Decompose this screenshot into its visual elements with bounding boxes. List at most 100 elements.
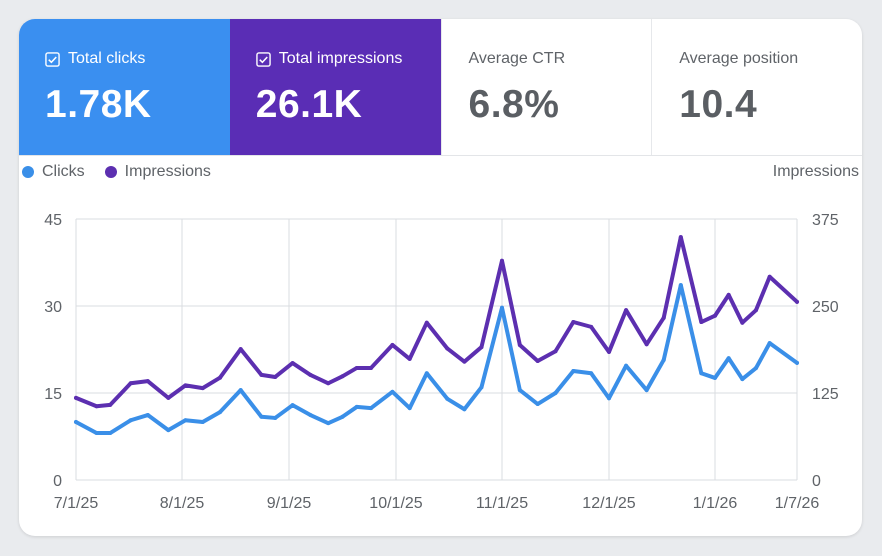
data-point-impressions (767, 274, 772, 279)
data-point-clicks (166, 428, 171, 433)
legend-label: Clicks (42, 163, 85, 180)
right-axis-title: Impressions (772, 163, 859, 180)
performance-card: Total clicks 1.78K Total impressions 26.… (19, 19, 862, 536)
data-point-impressions (74, 395, 78, 400)
data-point-impressions (795, 299, 799, 304)
checkbox-checked-icon[interactable] (45, 51, 60, 67)
data-point-clicks (94, 431, 99, 436)
x-tick-label: 11/1/25 (476, 495, 528, 512)
tile-total-impressions[interactable]: Total impressions 26.1K (229, 19, 441, 155)
data-point-clicks (607, 396, 611, 401)
y-right-tick-label: 375 (812, 212, 839, 229)
data-point-impressions (424, 320, 429, 325)
data-point-clicks (462, 407, 467, 412)
data-point-impressions (713, 313, 717, 318)
tile-average-position[interactable]: Average position 10.4 (651, 19, 862, 155)
data-point-clicks (795, 360, 799, 365)
x-tick-label: 8/1/25 (160, 495, 205, 512)
x-tick-label: 9/1/25 (267, 495, 312, 512)
legend-clicks[interactable]: Clicks (22, 163, 85, 181)
y-left-tick-label: 45 (44, 212, 62, 229)
series-line-impressions (74, 235, 799, 409)
data-point-impressions (200, 386, 205, 391)
clicks-dot-icon (22, 166, 34, 178)
data-point-impressions (678, 235, 683, 240)
data-point-clicks (390, 389, 395, 394)
data-point-clicks (308, 413, 313, 418)
data-point-clicks (500, 305, 504, 310)
data-point-clicks (517, 388, 522, 393)
y-left-tick-label: 30 (44, 299, 62, 316)
data-point-clicks (445, 396, 450, 401)
data-point-clicks (644, 388, 649, 393)
data-point-impressions (273, 374, 278, 379)
y-right-tick-label: 0 (812, 473, 821, 490)
legend-impressions[interactable]: Impressions (104, 163, 211, 181)
data-point-impressions (145, 379, 150, 384)
y-left-tick-label: 15 (44, 386, 62, 403)
data-point-impressions (589, 324, 594, 329)
data-point-clicks (74, 420, 78, 424)
data-point-clicks (326, 421, 331, 426)
tile-label: Total clicks (68, 50, 146, 67)
data-point-impressions (108, 402, 113, 407)
data-point-impressions (462, 359, 467, 364)
data-point-impressions (445, 346, 450, 351)
y-left-tick-label: 0 (53, 473, 62, 490)
data-point-clicks (183, 418, 188, 423)
data-point-impressions (661, 315, 666, 320)
data-point-clicks (238, 388, 243, 393)
data-point-clicks (589, 371, 594, 376)
y-right-tick-label: 125 (812, 386, 839, 403)
data-point-impressions (644, 342, 649, 347)
legend-label: Impressions (124, 163, 211, 180)
tile-value: 1.78K (45, 83, 152, 126)
data-point-clicks (535, 402, 540, 407)
data-point-clicks (217, 410, 222, 415)
data-point-clicks (369, 406, 374, 411)
data-point-impressions (479, 345, 484, 350)
data-point-clicks (145, 413, 150, 418)
tile-total-clicks[interactable]: Total clicks 1.78K (19, 19, 230, 155)
data-point-impressions (128, 381, 133, 386)
impressions-dot-icon (104, 166, 117, 178)
tile-label: Average CTR (468, 50, 566, 67)
data-point-clicks (424, 371, 429, 376)
data-point-impressions (238, 347, 243, 352)
data-point-impressions (571, 320, 576, 325)
data-point-impressions (183, 383, 188, 388)
data-point-impressions (308, 372, 313, 377)
data-point-clicks (678, 283, 683, 288)
tile-value: 26.1K (255, 83, 363, 126)
data-point-clicks (713, 375, 717, 380)
data-point-impressions (535, 358, 540, 363)
data-point-impressions (726, 292, 731, 297)
tile-average-ctr[interactable]: Average CTR 6.8% (440, 19, 652, 155)
data-point-impressions (166, 395, 171, 400)
data-point-impressions (517, 342, 522, 347)
data-point-clicks (553, 391, 558, 395)
data-point-impressions (754, 308, 758, 313)
data-point-impressions (740, 320, 745, 325)
data-point-impressions (354, 365, 359, 370)
tile-label-row: Total clicks (45, 50, 145, 68)
data-point-clicks (754, 366, 758, 371)
data-point-clicks (699, 371, 704, 376)
data-point-clicks (340, 414, 345, 419)
data-point-impressions (290, 361, 295, 366)
tile-value: 6.8% (468, 83, 560, 126)
data-point-clicks (624, 363, 629, 368)
data-point-impressions (369, 365, 374, 370)
data-point-impressions (553, 349, 558, 354)
data-point-clicks (128, 418, 133, 423)
x-tick-label: 10/1/25 (369, 495, 422, 512)
data-point-impressions (624, 308, 629, 313)
data-point-clicks (290, 403, 295, 408)
x-tick-label: 7/1/25 (54, 495, 99, 512)
x-tick-label: 12/1/25 (582, 495, 635, 512)
checkbox-checked-icon[interactable] (255, 51, 271, 67)
data-point-clicks (108, 431, 113, 436)
x-tick-label: 1/7/26 (775, 495, 820, 512)
data-point-impressions (500, 258, 504, 263)
